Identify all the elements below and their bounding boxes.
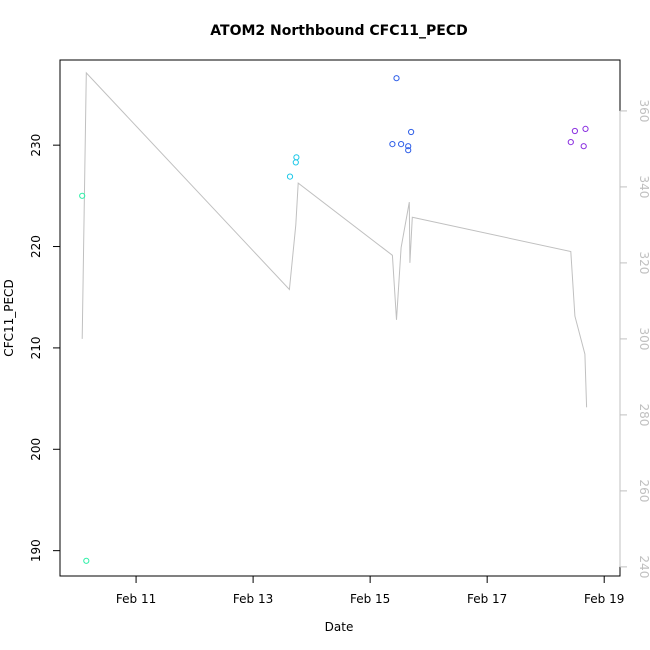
data-point: [389, 141, 396, 148]
data-point: [293, 154, 300, 161]
x-tick-label: Feb 15: [350, 592, 390, 606]
x-tick-label: Feb 19: [584, 592, 624, 606]
data-point: [292, 159, 299, 166]
points-layer: [79, 75, 589, 564]
secondary-line-layer: [81, 71, 588, 408]
data-point: [571, 127, 579, 135]
data-point: [83, 557, 90, 564]
y-axis-right-tick-label: 340: [637, 175, 650, 198]
plot-frame: [59, 59, 621, 577]
data-point: [286, 173, 294, 180]
data-point: [398, 141, 405, 148]
data-point: [79, 192, 86, 199]
chart-title: ATOM2 Northbound CFC11_PECD: [210, 23, 467, 39]
data-point: [580, 143, 587, 150]
x-tick-label: Feb 17: [467, 592, 507, 606]
y-axis-right: 240 260 280 300 320 340 360: [619, 99, 650, 578]
y-axis: 190 200 210 220 230: [29, 134, 61, 562]
x-tick-label: Feb 11: [116, 592, 156, 606]
y-tick-label: 200: [29, 438, 43, 461]
data-point: [405, 147, 412, 154]
y-tick-label: 190: [29, 539, 43, 562]
data-point: [405, 143, 412, 150]
x-tick-label: Feb 13: [233, 592, 273, 606]
x-axis: Feb 11 Feb 13 Feb 15 Feb 17 Feb 19: [116, 575, 624, 606]
y-axis-right-tick-label: 280: [637, 403, 650, 426]
x-axis-label: Date: [325, 620, 354, 634]
y-axis-right-tick-label: 320: [637, 251, 650, 274]
data-point: [567, 139, 574, 146]
data-point: [408, 128, 415, 136]
secondary-series-line: [81, 71, 588, 408]
y-tick-label: 220: [29, 235, 43, 258]
y-tick-label: 210: [29, 336, 43, 359]
y-axis-right-tick-label: 300: [637, 327, 650, 350]
y-axis-right-tick-label: 260: [637, 479, 650, 502]
y-axis-label: CFC11_PECD: [2, 279, 16, 356]
y-axis-right-tick-label: 240: [637, 555, 650, 578]
y-tick-label: 230: [29, 134, 43, 157]
data-point: [393, 75, 400, 82]
data-point: [582, 125, 589, 132]
y-axis-right-tick-label: 360: [637, 99, 650, 122]
